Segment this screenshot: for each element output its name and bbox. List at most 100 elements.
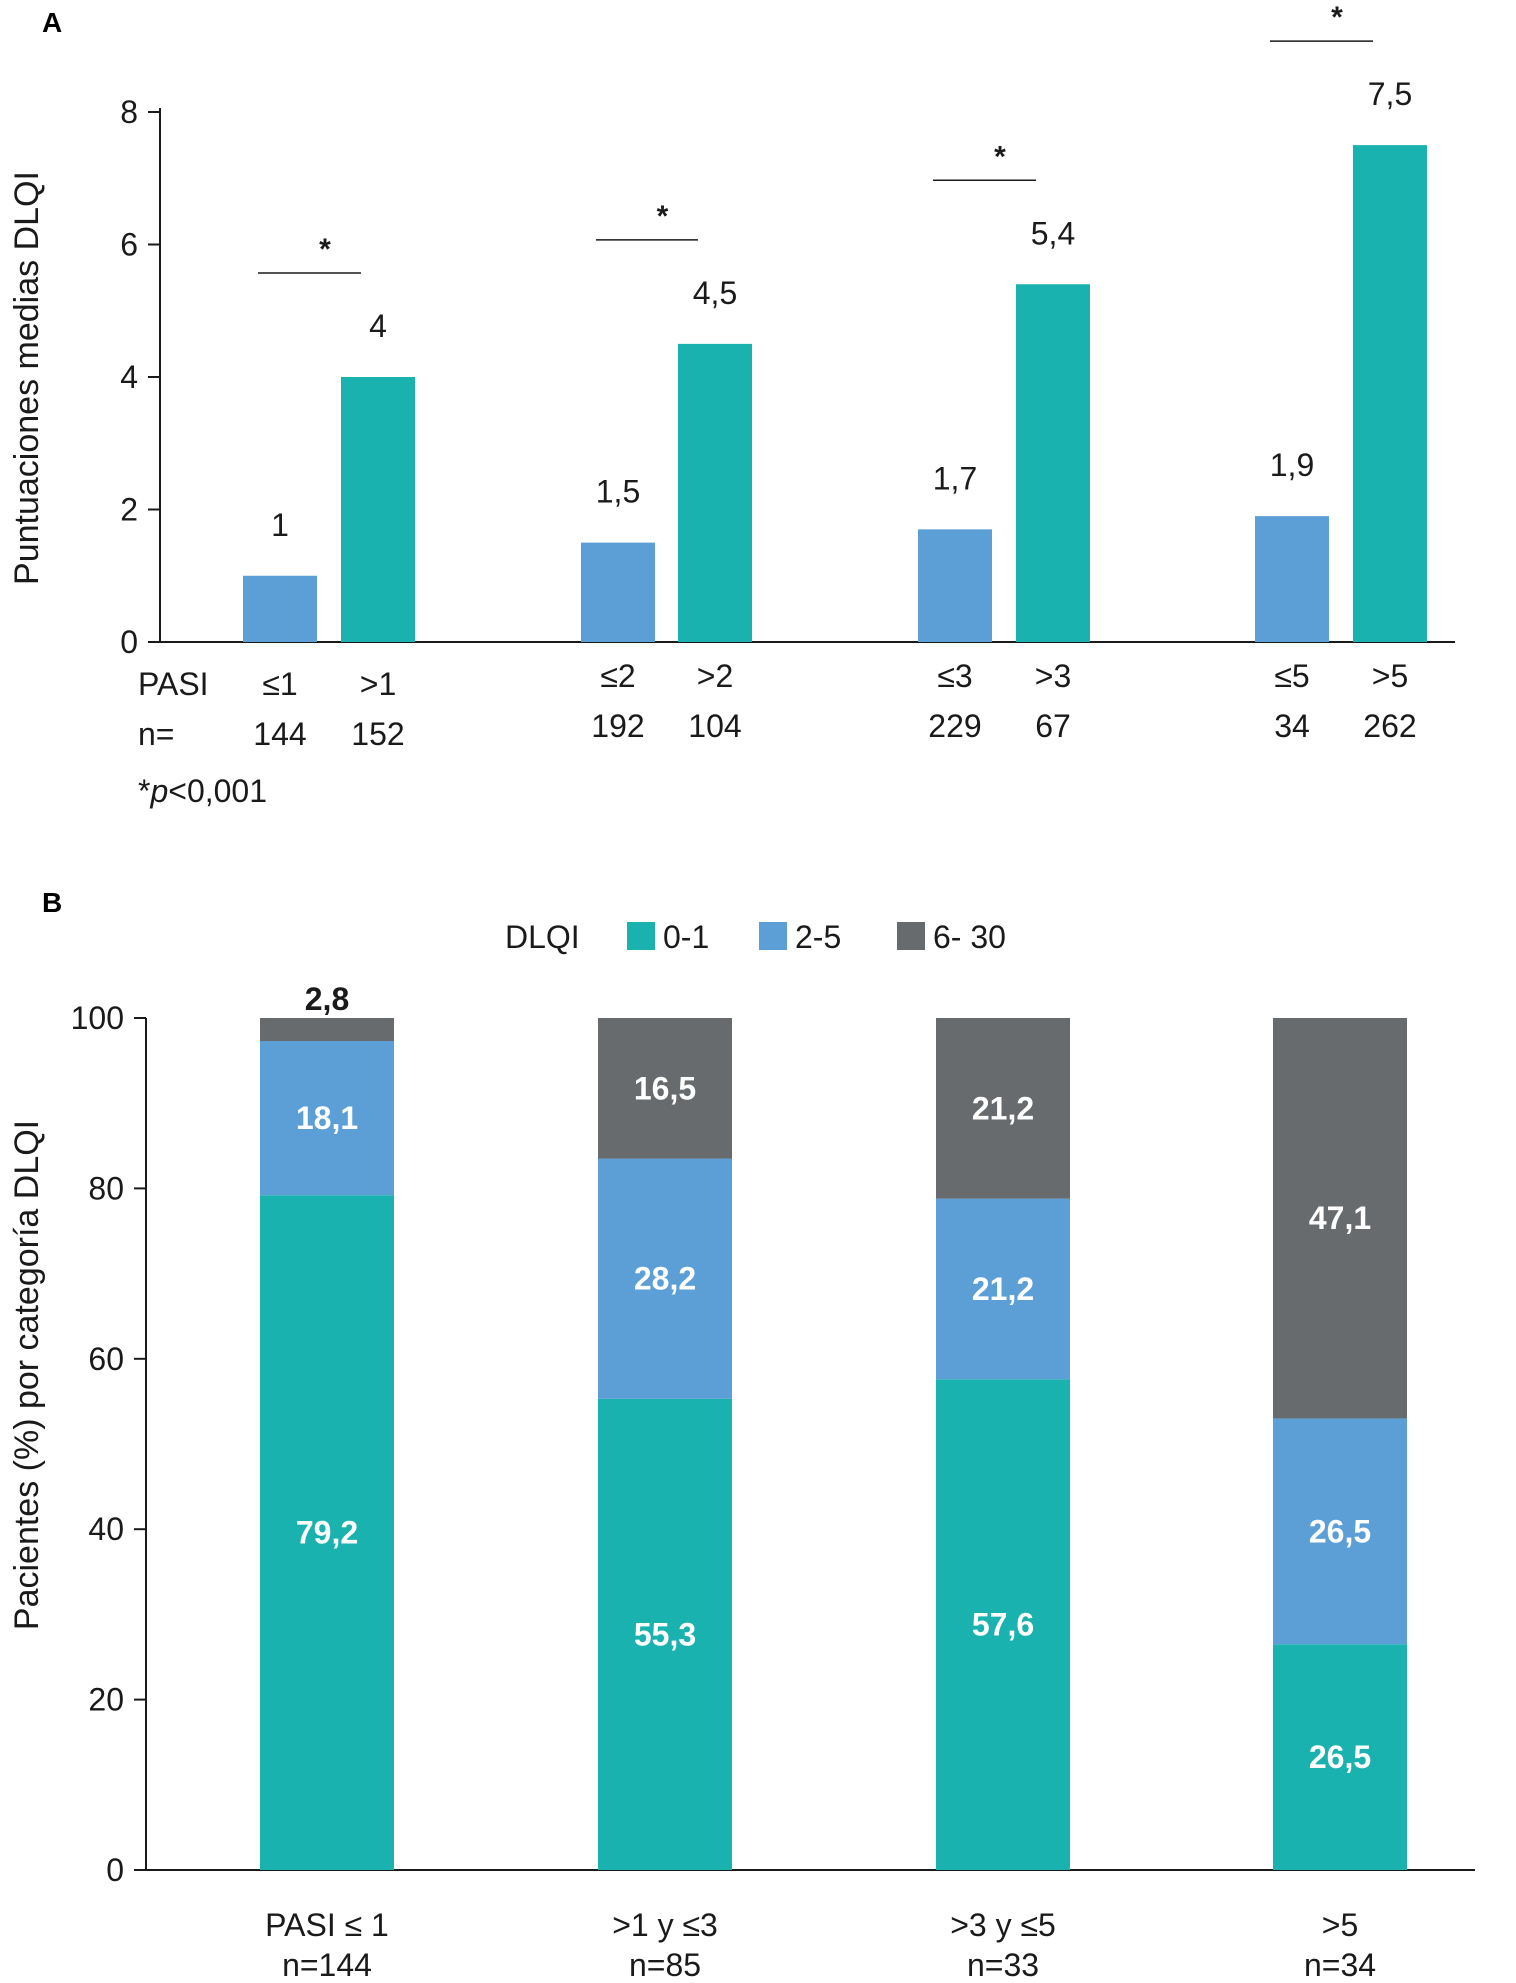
- panel-a-value-label-low: 1,7: [933, 460, 977, 496]
- footnote-star: *: [138, 773, 150, 809]
- panel-b-segment-label: 16,5: [634, 1070, 696, 1106]
- panel-b-category-label: PASI ≤ 1: [265, 1907, 389, 1943]
- panel-a-n-high: 262: [1363, 708, 1416, 744]
- panel-a-bar-high: [1016, 284, 1090, 642]
- panel-a-n-low: 144: [253, 716, 306, 752]
- panel-a-value-label-high: 4: [369, 308, 387, 344]
- panel-b-segment-label: 57,6: [972, 1607, 1034, 1643]
- panel-a-n-row-label: n=: [138, 716, 174, 752]
- panel-a-n-high: 104: [688, 708, 741, 744]
- panel-b-y-tick-label: 80: [88, 1170, 124, 1206]
- panel-a-value-label-high: 5,4: [1031, 215, 1075, 251]
- panel-a-bar-low: [581, 542, 655, 642]
- panel-b-y-tick-label: 100: [71, 1000, 124, 1036]
- panel-a-bar-low: [243, 575, 317, 642]
- panel-b-segment-0-1: [260, 1195, 394, 1870]
- legend-label: 2-5: [795, 919, 841, 955]
- panel-b-segment-2-5: [260, 1041, 394, 1196]
- panel-a-y-tick-label: 4: [120, 359, 138, 395]
- panel-a-y-tick-label: 8: [120, 94, 138, 130]
- panel-a-value-label-low: 1,5: [596, 474, 640, 510]
- panel-b-segment-0-1: [936, 1379, 1070, 1870]
- panel-b-y-axis-label: Pacientes (%) por categoría DLQI: [8, 1120, 46, 1630]
- panel-a-pasi-label-low: ≤2: [600, 658, 635, 694]
- panel-b-chart: Pacientes (%) por categoría DLQI DLQI 0-…: [8, 919, 1475, 1983]
- legend-swatch-6-30: [897, 922, 925, 950]
- panel-b-segment-label: 2,8: [305, 981, 349, 1017]
- panel-a-significance-star: *: [319, 233, 331, 266]
- panel-a-value-label-high: 4,5: [693, 275, 737, 311]
- panel-b-segment-6-30: [598, 1018, 732, 1159]
- panel-a-pasi-label-high: >5: [1372, 658, 1408, 694]
- panel-a-significance-star: *: [994, 140, 1006, 173]
- panel-b-category-label: >1 y ≤3: [612, 1907, 718, 1943]
- panel-b-category-n: n=33: [967, 1947, 1039, 1983]
- panel-a-significance-star: *: [657, 200, 669, 233]
- panel-b-segment-label: 47,1: [1309, 1200, 1371, 1236]
- footnote-rest: <0,001: [168, 773, 267, 809]
- panel-a-n-low: 229: [928, 708, 981, 744]
- panel-a-pasi-label-high: >1: [360, 666, 396, 702]
- panel-a-bar-high: [678, 343, 752, 642]
- panel-a-y-tick-label: 2: [120, 492, 138, 528]
- panel-b-segment-label: 55,3: [634, 1616, 696, 1652]
- panel-b-segment-2-5: [1273, 1418, 1407, 1645]
- panel-a-pasi-label-low: ≤5: [1274, 658, 1309, 694]
- legend-label: 6- 30: [933, 919, 1006, 955]
- panel-b-y-tick-label: 20: [88, 1682, 124, 1718]
- panel-b-segment-6-30: [936, 1018, 1070, 1199]
- panel-b-segment-label: 26,5: [1309, 1739, 1371, 1775]
- panel-a-n-high: 67: [1035, 708, 1071, 744]
- panel-a-bar-high: [1353, 145, 1427, 642]
- panel-a-pasi-row-label: PASI: [138, 666, 209, 702]
- panel-b-segment-label: 21,2: [972, 1271, 1034, 1307]
- panel-b-segment-label: 26,5: [1309, 1513, 1371, 1549]
- panel-b-category-n: n=85: [629, 1947, 701, 1983]
- panel-a-pasi-label-high: >3: [1035, 658, 1071, 694]
- panel-b-segment-0-1: [1273, 1644, 1407, 1870]
- panel-b-y-tick-label: 60: [88, 1341, 124, 1377]
- panel-b-y-tick-label: 0: [106, 1852, 124, 1888]
- legend-swatch-2-5: [759, 922, 787, 950]
- panel-a-chart: Puntuaciones medias DLQI PASI n= *p<0,00…: [8, 1, 1455, 809]
- footnote-p: p: [149, 773, 168, 809]
- panel-a-y-axis-label: Puntuaciones medias DLQI: [8, 171, 46, 585]
- panel-b-category-n: n=144: [282, 1947, 372, 1983]
- panel-a-bar-low: [918, 529, 992, 642]
- panel-a-y-tick-label: 0: [120, 624, 138, 660]
- panel-a-bar-low: [1255, 516, 1329, 642]
- panel-a-y-tick-label: 6: [120, 227, 138, 263]
- panel-b-y-tick-label: 40: [88, 1511, 124, 1547]
- panel-a-significance-star: *: [1331, 1, 1343, 34]
- panel-b-segment-6-30: [1273, 1018, 1407, 1419]
- panel-a-pasi-label-low: ≤1: [262, 666, 297, 702]
- legend-label: 0-1: [663, 919, 709, 955]
- panel-b-segment-2-5: [598, 1158, 732, 1399]
- panel-a-bar-high: [341, 377, 415, 642]
- panel-b-segment-label: 79,2: [296, 1515, 358, 1551]
- panel-b-legend: DLQI 0-1 2-5 6- 30: [505, 919, 1006, 955]
- panel-b-letter: B: [42, 887, 62, 918]
- panel-b-segment-label: 21,2: [972, 1090, 1034, 1126]
- panel-a-value-label-high: 7,5: [1368, 76, 1412, 112]
- panel-b-segment-2-5: [936, 1198, 1070, 1380]
- panel-a-pasi-label-low: ≤3: [937, 658, 972, 694]
- panel-a-value-label-low: 1,9: [1270, 447, 1314, 483]
- panel-b-category-n: n=34: [1304, 1947, 1376, 1983]
- panel-a-letter: A: [42, 7, 62, 38]
- panel-b-category-label: >3 y ≤5: [950, 1907, 1056, 1943]
- panel-b-segment-0-1: [598, 1398, 732, 1870]
- panel-a-n-high: 152: [351, 716, 404, 752]
- panel-b-segment-label: 28,2: [634, 1261, 696, 1297]
- legend-swatch-0-1: [627, 922, 655, 950]
- legend-title: DLQI: [505, 919, 580, 955]
- panel-a-value-label-low: 1: [271, 507, 289, 543]
- panel-a-n-low: 34: [1274, 708, 1310, 744]
- panel-b-category-label: >5: [1322, 1907, 1358, 1943]
- panel-b-segment-label: 18,1: [296, 1100, 358, 1136]
- panel-b-segment-6-30: [260, 1018, 394, 1042]
- panel-a-footnote: *p<0,001: [138, 773, 267, 809]
- panel-a-n-low: 192: [591, 708, 644, 744]
- panel-a-pasi-label-high: >2: [697, 658, 733, 694]
